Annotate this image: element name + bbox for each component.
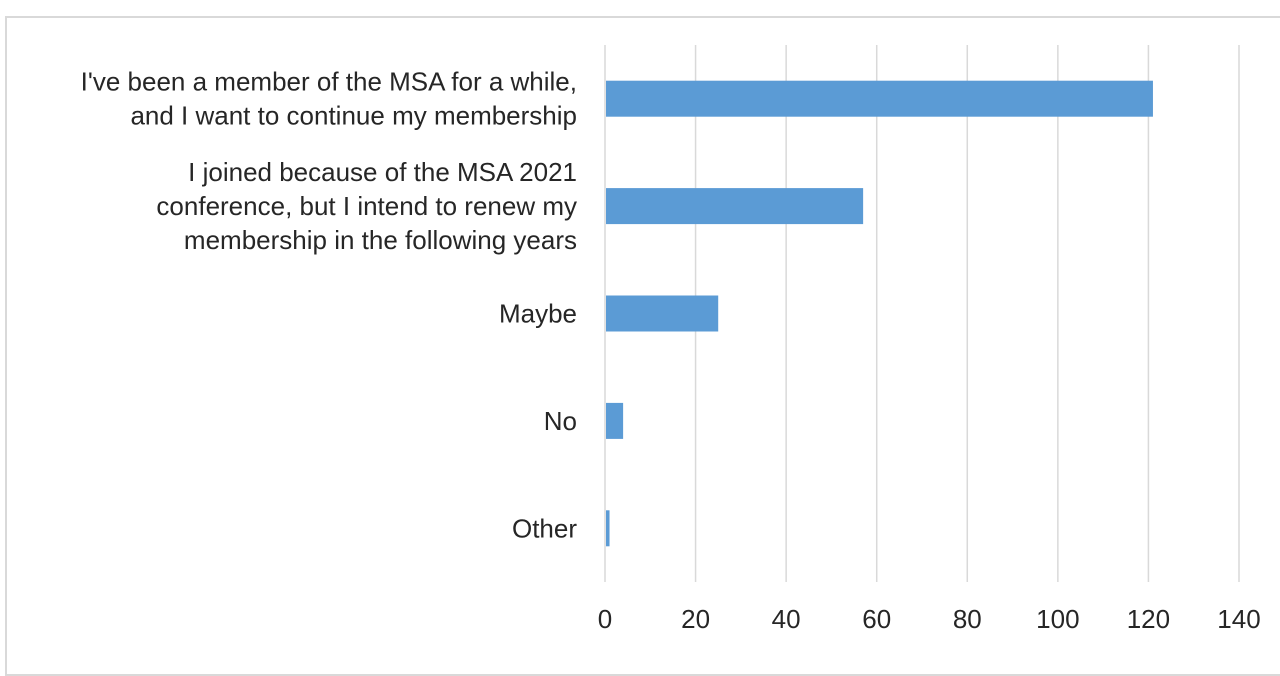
category-label-line: membership in the following years xyxy=(184,225,577,255)
category-label-line: I joined because of the MSA 2021 xyxy=(188,157,577,187)
category-label-line: I've been a member of the MSA for a whil… xyxy=(81,67,577,97)
x-tick-label: 60 xyxy=(862,604,891,634)
bar-1 xyxy=(606,188,864,225)
category-label-2: Maybe xyxy=(499,299,577,329)
x-tick-label: 20 xyxy=(681,604,710,634)
bar-4 xyxy=(606,510,610,547)
x-tick-label: 140 xyxy=(1217,604,1260,634)
x-tick-label: 100 xyxy=(1036,604,1079,634)
category-label-line: Other xyxy=(512,513,577,543)
bar-2 xyxy=(606,295,719,332)
category-label-1: I joined because of the MSA 2021 conferen… xyxy=(156,157,577,255)
category-label-line: conference, but I intend to renew my xyxy=(156,191,577,221)
bar-chart: I've been a member of the MSA for a whil… xyxy=(81,45,1261,634)
x-tick-label: 0 xyxy=(598,604,612,634)
bar-0 xyxy=(606,80,1153,117)
category-labels: I've been a member of the MSA for a whil… xyxy=(81,67,578,544)
x-tick-label: 40 xyxy=(772,604,801,634)
category-label-line: No xyxy=(544,406,577,436)
category-label-line: and I want to continue my membership xyxy=(130,101,577,131)
chart-frame xyxy=(5,16,1280,676)
category-label-3: No xyxy=(544,406,577,436)
category-label-4: Other xyxy=(512,513,577,543)
x-axis-tick-labels: 0 20 40 60 80 100 120 140 xyxy=(598,604,1261,634)
x-tick-label: 80 xyxy=(953,604,982,634)
category-label-0: I've been a member of the MSA for a whil… xyxy=(81,67,577,131)
bar-3 xyxy=(606,402,624,439)
category-label-line: Maybe xyxy=(499,299,577,329)
x-tick-label: 120 xyxy=(1127,604,1170,634)
bars xyxy=(606,80,1153,547)
